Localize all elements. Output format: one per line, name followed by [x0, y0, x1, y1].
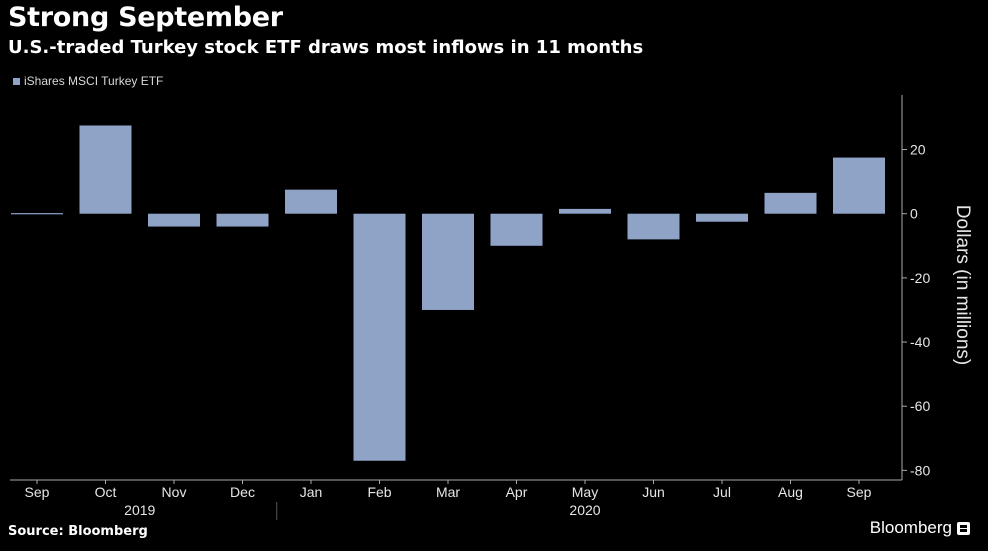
bar: [79, 125, 132, 214]
x-tick-label: Sep: [25, 484, 50, 500]
bar: [11, 213, 63, 215]
x-tick-label: Jul: [713, 484, 731, 500]
chart-subtitle: U.S.-traded Turkey stock ETF draws most …: [8, 37, 644, 58]
bar: [490, 213, 543, 246]
x-tick-label: May: [572, 484, 598, 500]
x-tick-label: Feb: [367, 484, 391, 500]
bar: [148, 213, 200, 227]
x-tick-label: Apr: [506, 484, 528, 500]
bar: [285, 189, 337, 214]
bar: [216, 213, 269, 227]
x-tick-label: Jun: [642, 484, 665, 500]
bar: [833, 157, 885, 214]
x-tick-label: Aug: [778, 484, 803, 500]
brand-logo: Bloomberg: [870, 518, 970, 538]
bar: [696, 213, 748, 222]
bar: [559, 208, 611, 214]
year-label: 2020: [569, 502, 600, 518]
x-tick-label: Oct: [95, 484, 117, 500]
x-tick-label: Jan: [300, 484, 323, 500]
bar: [627, 213, 680, 240]
bloomberg-icon: [957, 521, 970, 535]
bar: [422, 213, 474, 310]
legend: iShares MSCI Turkey ETF: [13, 74, 163, 88]
y-tick-label: 0: [910, 206, 918, 222]
legend-label: iShares MSCI Turkey ETF: [24, 74, 164, 88]
brand-name: Bloomberg: [869, 518, 952, 537]
x-tick-label: Mar: [436, 484, 460, 500]
x-tick-label: Dec: [230, 484, 255, 500]
bar: [353, 213, 406, 461]
year-label: 2019: [124, 502, 155, 518]
y-axis-label: Dollars (in millions): [952, 204, 973, 366]
chart-title: Strong September: [8, 2, 283, 33]
x-tick-label: Nov: [162, 484, 187, 500]
legend-swatch: [13, 77, 20, 85]
source-note: Source: Bloomberg: [8, 524, 148, 539]
y-tick-label: -40: [910, 334, 930, 350]
y-tick-label: 20: [910, 142, 926, 158]
bar: [764, 192, 817, 214]
x-tick-label: Sep: [847, 484, 872, 500]
y-tick-label: -60: [910, 398, 930, 414]
y-tick-label: -20: [910, 270, 930, 286]
y-tick-label: -80: [910, 462, 930, 478]
